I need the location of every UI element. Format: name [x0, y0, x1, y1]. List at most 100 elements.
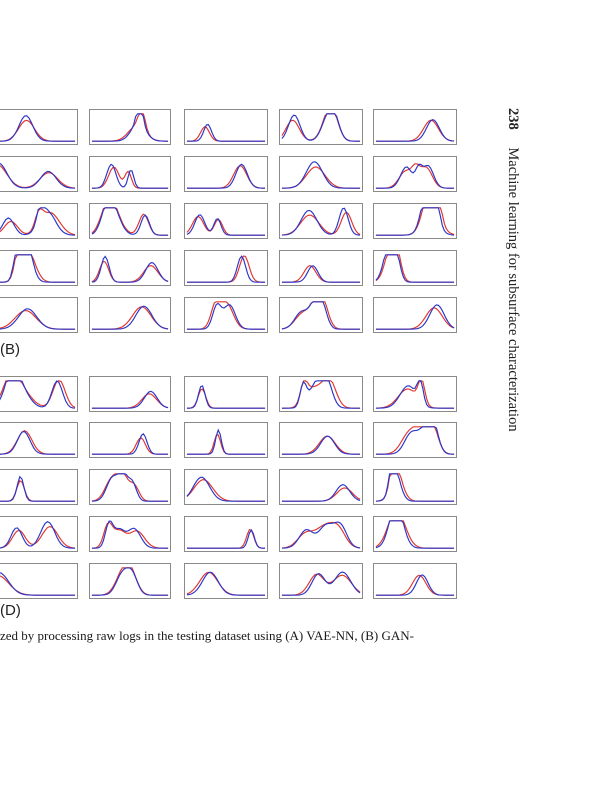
thumbnail-plot	[0, 250, 78, 286]
red-curve	[91, 260, 169, 283]
blue-curve	[91, 163, 169, 189]
blue-curve	[375, 426, 455, 455]
red-curve	[0, 310, 76, 330]
blue-curve	[91, 113, 169, 142]
blue-curve	[281, 207, 361, 236]
thumbnail-plot	[89, 376, 171, 412]
blue-curve	[186, 302, 266, 330]
blue-curve	[281, 484, 361, 502]
thumbnail-plot	[89, 156, 171, 192]
red-curve	[0, 254, 76, 283]
thumbnail-plot	[373, 203, 457, 239]
blue-curve	[375, 574, 455, 596]
red-curve	[375, 520, 455, 549]
blue-curve	[91, 433, 169, 455]
blue-curve	[375, 207, 455, 236]
red-curve	[186, 479, 266, 502]
red-curve	[281, 521, 361, 549]
blue-curve	[375, 473, 455, 502]
red-curve	[0, 380, 76, 408]
blue-curve	[186, 163, 266, 189]
thumbnail-plot	[89, 297, 171, 333]
blue-curve	[91, 390, 169, 409]
panel-label-b: (B)	[0, 341, 20, 358]
red-curve	[0, 526, 76, 549]
thumbnail-plot	[373, 469, 457, 505]
blue-curve	[375, 119, 455, 142]
thumbnail-plot	[89, 203, 171, 239]
thumbnail-plot	[89, 422, 171, 458]
red-curve	[375, 119, 455, 142]
red-curve	[0, 164, 76, 189]
blue-curve	[281, 161, 361, 189]
red-curve	[281, 435, 361, 455]
blue-curve	[0, 380, 76, 409]
thumbnail-plot	[89, 563, 171, 599]
thumbnail-plot	[0, 563, 78, 599]
thumbnail-plot	[184, 156, 268, 192]
thumbnail-plot	[184, 422, 268, 458]
blue-curve	[281, 113, 361, 142]
blue-curve	[0, 308, 76, 330]
blue-curve	[91, 520, 169, 549]
red-curve	[375, 254, 455, 283]
page-number: 238	[505, 108, 521, 130]
thumbnail-plot	[0, 109, 78, 145]
thumbnail-plot	[89, 109, 171, 145]
blue-curve	[0, 475, 76, 502]
blue-curve	[375, 304, 455, 330]
red-curve	[281, 265, 361, 283]
panel-label-d: (D)	[0, 602, 21, 619]
blue-curve	[186, 571, 266, 596]
red-curve	[91, 521, 169, 549]
red-curve	[91, 113, 169, 142]
blue-curve	[186, 214, 266, 236]
blue-curve	[91, 305, 169, 330]
thumbnail-plot	[184, 203, 268, 239]
blue-curve	[186, 428, 266, 455]
blue-curve	[0, 430, 76, 455]
blue-curve	[281, 521, 361, 549]
red-curve	[186, 434, 266, 455]
thumbnail-plot	[279, 109, 363, 145]
blue-curve	[0, 162, 76, 189]
thumbnail-plot	[373, 109, 457, 145]
blue-curve	[0, 520, 76, 549]
thumbnail-plot	[279, 516, 363, 552]
blue-curve	[0, 207, 76, 236]
blue-curve	[281, 301, 361, 330]
thumbnail-plot	[184, 563, 268, 599]
red-curve	[91, 567, 169, 596]
thumbnail-plot	[184, 297, 268, 333]
thumbnail-plot	[0, 203, 78, 239]
thumbnail-plot	[279, 563, 363, 599]
thumbnail-plot	[279, 469, 363, 505]
blue-curve	[281, 435, 361, 455]
blue-curve	[91, 473, 169, 502]
thumbnail-plot	[0, 376, 78, 412]
red-curve	[91, 306, 169, 330]
figure-caption: zed by processing raw logs in the testin…	[0, 628, 415, 643]
blue-curve	[0, 254, 76, 283]
blue-curve	[186, 528, 266, 549]
thumbnail-plot	[279, 156, 363, 192]
thumbnail-plot	[373, 563, 457, 599]
thumbnail-plot	[0, 156, 78, 192]
thumbnail-plot	[279, 297, 363, 333]
thumbnail-plot	[184, 376, 268, 412]
red-curve	[281, 301, 361, 330]
blue-curve	[186, 385, 266, 409]
blue-curve	[281, 571, 361, 596]
red-curve	[91, 437, 169, 455]
thumbnail-plot	[373, 250, 457, 286]
red-curve	[0, 207, 76, 236]
thumbnail-plot	[89, 469, 171, 505]
blue-curve	[91, 207, 169, 236]
red-curve	[91, 393, 169, 409]
blue-curve	[375, 163, 455, 189]
book-title: Machine learning for subsurface characte…	[505, 147, 521, 432]
thumbnail-plot	[373, 422, 457, 458]
red-curve	[375, 207, 455, 236]
thumbnail-plot	[0, 422, 78, 458]
red-curve	[186, 216, 266, 236]
